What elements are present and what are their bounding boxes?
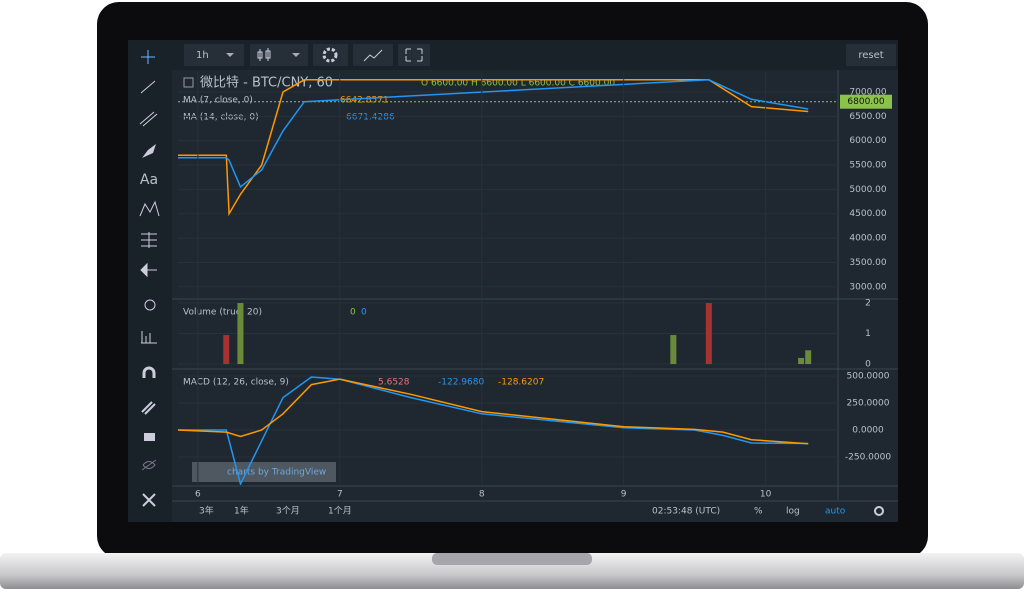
series-line xyxy=(178,79,809,217)
y-tick-label: -250.0000 xyxy=(845,453,891,463)
last-price-box xyxy=(840,94,892,109)
volume-bar xyxy=(798,357,805,365)
settings-icon[interactable] xyxy=(874,506,884,516)
macd-readout: -128.6207 xyxy=(498,378,544,388)
y-tick-label: 5000.00 xyxy=(849,185,886,195)
log-toggle[interactable]: log xyxy=(786,507,800,517)
remove-icon[interactable] xyxy=(142,493,156,507)
y-tick-label: 500.0000 xyxy=(847,371,890,381)
volume-bar xyxy=(670,335,677,365)
stay-drawing-icon[interactable] xyxy=(141,401,156,415)
range-button[interactable]: 1年 xyxy=(234,505,249,517)
ma7-name: MA (7, close, 0) xyxy=(183,96,253,106)
macd-readout: 5.6528 xyxy=(378,378,410,388)
range-button[interactable]: 1个月 xyxy=(328,506,352,517)
chart-style-button[interactable] xyxy=(250,44,308,66)
interval-button[interactable] xyxy=(184,44,244,66)
y-tick-label: 5500.00 xyxy=(849,161,886,171)
series-line xyxy=(178,79,809,189)
crosshair-icon[interactable] xyxy=(141,50,155,64)
y-tick-label: 2 xyxy=(865,299,871,309)
back-icon[interactable] xyxy=(140,262,157,278)
candles-icon xyxy=(257,48,271,61)
ohlc: O 6600.00 H 6600.00 L 6600.00 C 6600.00 xyxy=(421,79,615,89)
settings-button[interactable] xyxy=(313,44,348,66)
magnet-icon[interactable] xyxy=(142,366,156,378)
y-tick-label: 250.0000 xyxy=(847,398,890,408)
y-tick-label: 6500.00 xyxy=(849,112,886,122)
range-button[interactable]: 3年 xyxy=(199,505,214,517)
dropdown-icon xyxy=(292,53,300,57)
y-tick-label: 4500.00 xyxy=(849,209,886,219)
y-tick-label: 1 xyxy=(865,329,871,339)
pitchfork-icon[interactable] xyxy=(139,111,158,127)
lock-icon[interactable] xyxy=(144,433,155,441)
macd-readout: -122.9680 xyxy=(438,378,484,388)
y-tick-label: 3000.00 xyxy=(849,282,886,292)
zoom-icon[interactable] xyxy=(144,299,156,311)
y-tick-label: 3500.00 xyxy=(849,258,886,268)
x-tick-label: 6 xyxy=(195,490,201,500)
ma7-value: 6642.8571 xyxy=(340,96,389,106)
volume-bar xyxy=(805,350,812,365)
volume-bar xyxy=(237,303,244,365)
percent-toggle[interactable]: % xyxy=(754,507,763,517)
y-tick-label: 4000.00 xyxy=(849,234,886,244)
range-button[interactable]: 3个月 xyxy=(276,506,300,517)
interval[interactable]: 1h xyxy=(196,50,209,61)
x-tick-label: 9 xyxy=(621,490,627,500)
reset[interactable]: reset xyxy=(858,50,883,61)
x-tick-label: 8 xyxy=(479,490,485,500)
fullscreen-icon xyxy=(405,48,423,62)
ma14-value: 6671.4286 xyxy=(346,113,395,123)
reset-button[interactable] xyxy=(846,44,896,66)
watermark-box[interactable] xyxy=(192,462,336,482)
laptop-base xyxy=(0,553,1024,589)
volume-bar xyxy=(705,303,712,365)
y-tick-label: 0 xyxy=(865,360,871,370)
text-tool[interactable]: Aa xyxy=(140,172,158,188)
ma14-name: MA (14, close, 0) xyxy=(183,113,259,123)
y-tick-label: 6000.00 xyxy=(849,136,886,146)
y-tick-label: 7000.00 xyxy=(849,87,886,97)
watermark[interactable]: charts by TradingView xyxy=(227,468,326,478)
volume-title: Volume (true, 20) xyxy=(183,308,262,318)
clock: 02:53:48 (UTC) xyxy=(652,507,720,517)
fullscreen-button[interactable] xyxy=(398,44,430,66)
collapse-icon[interactable] xyxy=(183,77,194,88)
dropdown-icon xyxy=(226,53,234,57)
hide-icon[interactable] xyxy=(141,459,157,471)
series-line xyxy=(178,378,809,445)
notch xyxy=(432,553,592,565)
measure-icon[interactable] xyxy=(141,331,157,344)
indicator-icon xyxy=(363,49,383,62)
x-tick-label: 7 xyxy=(337,490,343,500)
brush-icon[interactable] xyxy=(142,144,156,158)
x-tick-label: 10 xyxy=(760,490,772,500)
gear-icon xyxy=(322,47,338,63)
macd-title: MACD (12, 26, close, 9) xyxy=(183,378,289,388)
trendline-icon[interactable] xyxy=(140,80,156,94)
auto-toggle[interactable]: auto xyxy=(825,507,846,517)
y-tick-label: 0.0000 xyxy=(852,425,884,435)
last-price-label: 6800.00 xyxy=(847,97,884,107)
indicators-button[interactable] xyxy=(353,44,393,66)
symbol-title: 微比特 - BTC/CNY, 60 xyxy=(200,76,333,91)
volume-bar xyxy=(223,335,230,365)
volume-readout: 0 xyxy=(361,308,367,318)
fib-icon[interactable] xyxy=(141,232,157,248)
volume-readout: 0 xyxy=(350,308,356,318)
pattern-icon[interactable] xyxy=(139,200,160,217)
left-toolbar xyxy=(128,70,172,522)
series-line xyxy=(178,376,809,485)
